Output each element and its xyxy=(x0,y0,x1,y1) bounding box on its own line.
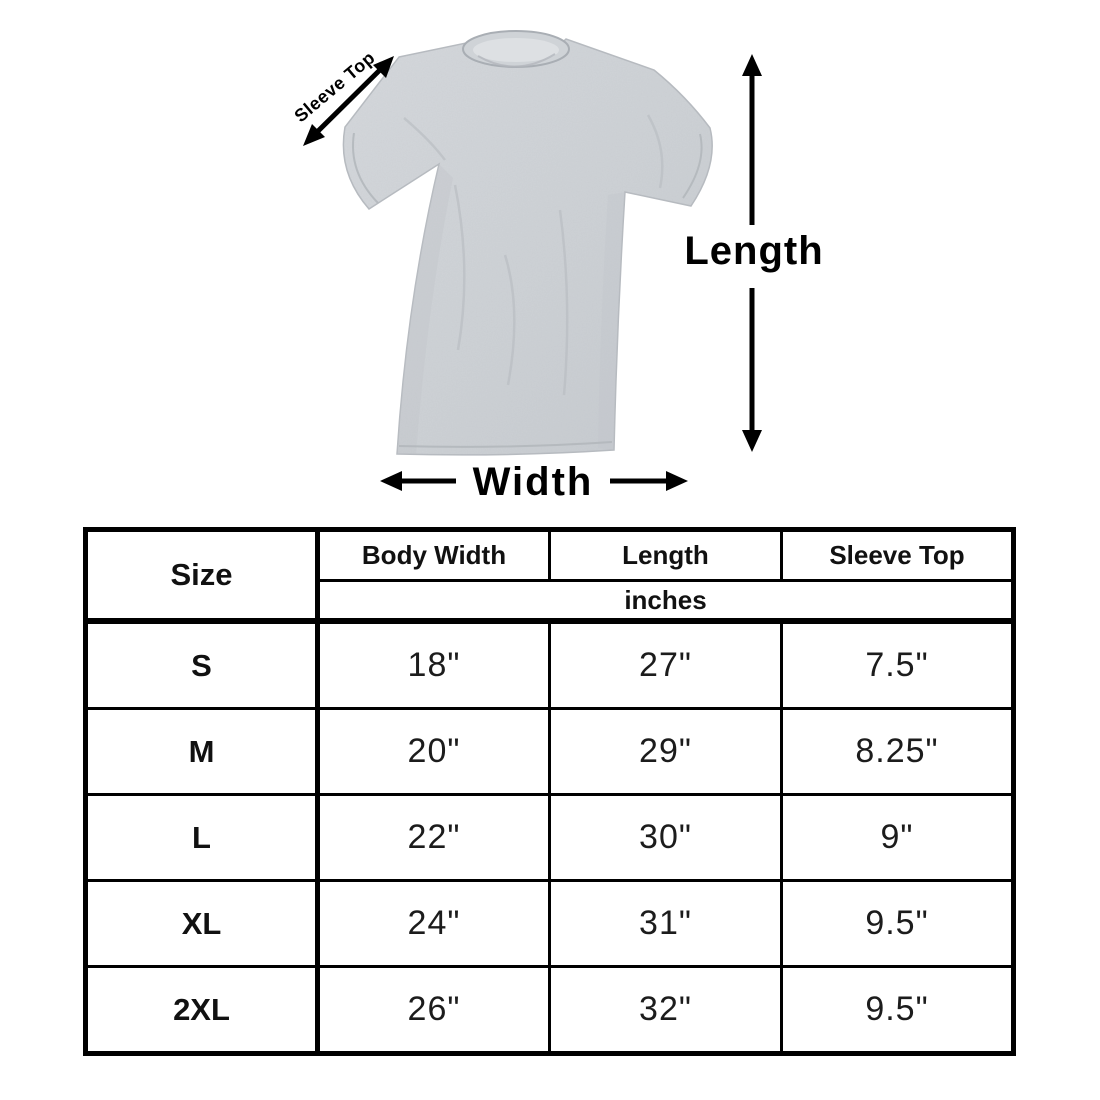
length-column-header: Length xyxy=(548,528,783,582)
size-cell: XL xyxy=(84,879,320,968)
table-row-m: M 20" 29" 8.25" xyxy=(84,707,1015,796)
body-width-column-header: Body Width xyxy=(316,528,551,582)
sleeve-top-cell: 9.5" xyxy=(780,879,1015,968)
tshirt-wrinkles xyxy=(403,114,664,396)
tshirt-heather-texture xyxy=(343,39,713,455)
body-width-cell: 24" xyxy=(316,879,551,968)
sleeve-top-cell: 8.25" xyxy=(780,707,1015,796)
tshirt-right-shading xyxy=(598,192,625,450)
table-row-xl: XL 24" 31" 9.5" xyxy=(84,879,1015,968)
table-row-l: L 22" 30" 9" xyxy=(84,793,1015,882)
body-width-cell: 22" xyxy=(316,793,551,882)
size-chart-table: Size Body Width Length Sleeve Top inches… xyxy=(83,527,1016,1056)
tshirt-left-shading xyxy=(397,164,453,454)
tshirt-collar xyxy=(462,30,570,68)
sleeve-top-cell: 9" xyxy=(780,793,1015,882)
length-cell: 29" xyxy=(548,707,783,796)
tshirt-hem-seams xyxy=(352,132,703,448)
size-cell: 2XL xyxy=(84,965,320,1055)
length-cell: 32" xyxy=(548,965,783,1055)
body-width-cell: 20" xyxy=(316,707,551,796)
unit-header: inches xyxy=(316,579,1015,624)
size-cell: M xyxy=(84,707,320,796)
sleeve-top-cell: 7.5" xyxy=(780,619,1015,710)
length-cell: 30" xyxy=(548,793,783,882)
sleeve-top-column-header: Sleeve Top xyxy=(780,528,1015,582)
size-cell: S xyxy=(84,619,320,710)
length-cell: 27" xyxy=(548,619,783,710)
table-row-2xl: 2XL 26" 32" 9.5" xyxy=(84,965,1015,1055)
body-width-cell: 26" xyxy=(316,965,551,1055)
width-label: Width xyxy=(473,460,594,504)
length-arrow-icon xyxy=(742,54,762,452)
size-cell: L xyxy=(84,793,320,882)
length-label: Length xyxy=(684,229,823,273)
length-cell: 31" xyxy=(548,879,783,968)
tshirt-measurement-diagram: Sleeve Top Length Width xyxy=(290,30,823,504)
tshirt-image xyxy=(342,30,713,456)
unit-row: inches xyxy=(86,579,1015,624)
table-row-s: S 18" 27" 7.5" xyxy=(84,619,1015,710)
sleeve-top-arrow-icon xyxy=(303,56,394,146)
width-arrow-icon xyxy=(380,471,688,491)
header-row: Size Body Width Length Sleeve Top xyxy=(84,528,1015,624)
size-column-header: Size xyxy=(84,528,320,624)
sleeve-top-cell: 9.5" xyxy=(780,965,1015,1055)
body-width-cell: 18" xyxy=(316,619,551,710)
